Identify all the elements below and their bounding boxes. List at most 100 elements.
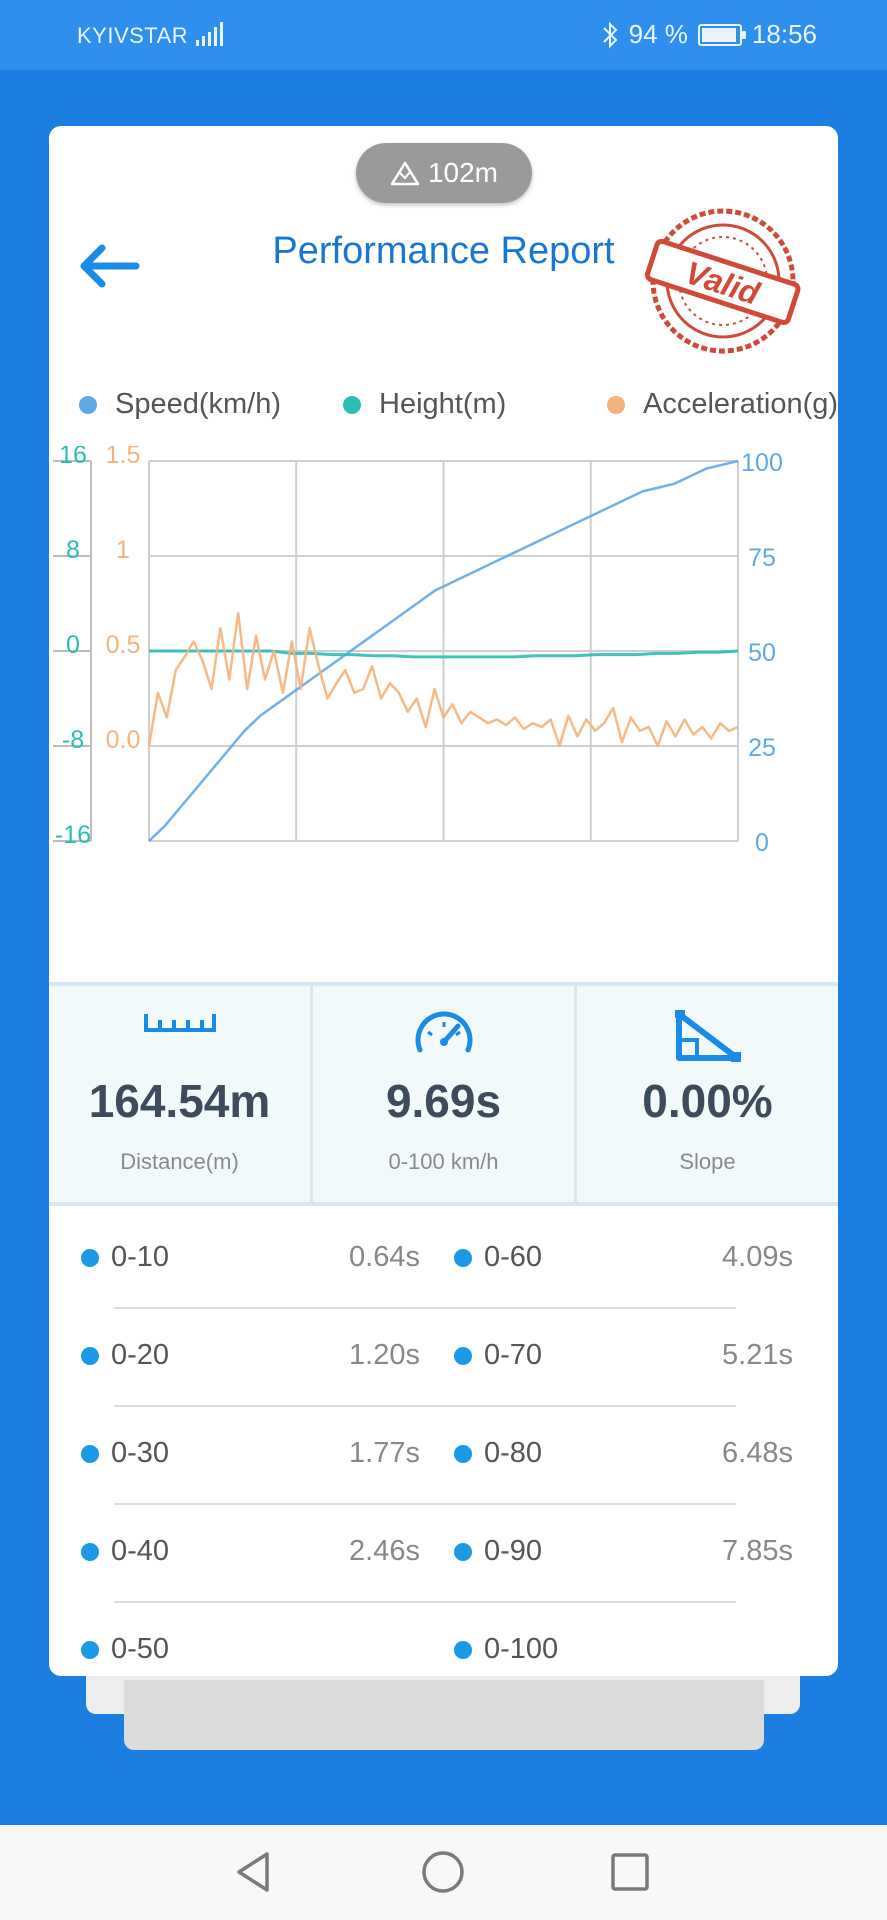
interval-label: 0-40 — [81, 1535, 169, 1568]
acceleration-tick-label: 0.5 — [106, 631, 141, 659]
height-tick-label: 0 — [66, 631, 80, 659]
carrier-name: KYIVSTAR — [77, 23, 189, 48]
interval-row: 0-20 1.20s 0-70 5.21s — [49, 1309, 838, 1407]
valid-stamp-icon: Valid — [644, 208, 801, 354]
legend-dot — [343, 395, 361, 414]
interval-range: 0-40 — [111, 1535, 170, 1567]
bullet-dot — [81, 1248, 99, 1267]
interval-range: 0-10 — [111, 1241, 170, 1273]
series-line-height — [149, 649, 739, 659]
back-triangle-icon — [237, 1852, 269, 1892]
legend-height[interactable]: Height(m) — [343, 388, 506, 421]
interval-time: 5.21s — [722, 1339, 793, 1371]
stat-value: 164.54m — [88, 1075, 271, 1127]
bullet-dot — [81, 1444, 99, 1463]
height-tick-label: 8 — [66, 536, 80, 564]
legend-label: Height(m) — [379, 388, 507, 420]
interval-label: 0-50 — [81, 1633, 169, 1666]
stacked-card-shadow-2 — [124, 1680, 764, 1750]
bullet-dot — [454, 1248, 472, 1267]
bullet-dot — [454, 1542, 472, 1561]
speed-tick-label: 100 — [741, 449, 783, 477]
interval-label: 0-20 — [81, 1339, 169, 1372]
interval-time: 4.09s — [722, 1241, 793, 1273]
speed-tick-label: 25 — [748, 734, 776, 762]
acceleration-tick-label: 0.0 — [106, 726, 141, 754]
slope-icon — [674, 1010, 741, 1062]
status-right: 94 % 18:56 — [601, 19, 817, 50]
interval-time: 6.48s — [722, 1437, 793, 1469]
interval-range: 0-20 — [111, 1339, 170, 1371]
stats-panel: 164.54m Distance(m) 9.69s 0-100 km/h — [49, 982, 838, 1206]
interval-range: 0-60 — [484, 1241, 543, 1273]
home-circle-icon — [422, 1851, 464, 1893]
legend-acceleration[interactable]: Acceleration(g) — [607, 388, 838, 421]
series-line-speed — [148, 459, 739, 842]
interval-row: 0-30 1.77s 0-80 6.48s — [49, 1407, 838, 1505]
bullet-dot — [81, 1346, 99, 1365]
stat-distance: 164.54m Distance(m) — [49, 986, 313, 1202]
interval-range: 0-90 — [484, 1535, 543, 1567]
bluetooth-icon — [602, 21, 618, 48]
performance-chart: 16 8 0 -8 -16 1.5 1 0.5 0.0 100 75 50 25 0 — [53, 446, 783, 857]
stat-zero-to-hundred: 9.69s 0-100 km/h — [313, 986, 577, 1202]
row-divider — [114, 1405, 736, 1407]
height-tick-label: -8 — [62, 726, 84, 754]
series-line-acceleration — [147, 611, 739, 748]
bullet-dot — [81, 1542, 99, 1561]
nav-recent-button[interactable] — [605, 1847, 655, 1897]
interval-label: 0-80 — [454, 1437, 542, 1470]
legend-dot — [607, 395, 625, 414]
interval-time: 2.46s — [349, 1535, 420, 1567]
speed-tick-label: 75 — [748, 544, 776, 572]
status-bar: KYIVSTAR 94 % 18:56 — [0, 0, 887, 70]
interval-range: 0-100 — [484, 1633, 559, 1665]
interval-range: 0-70 — [484, 1339, 543, 1371]
speedometer-icon — [415, 1011, 472, 1053]
nav-back-button[interactable] — [228, 1847, 278, 1897]
legend-label: Speed(km/h) — [115, 388, 282, 420]
acceleration-tick-label: 1 — [116, 536, 130, 564]
interval-label: 0-90 — [454, 1535, 542, 1568]
interval-range: 0-30 — [111, 1437, 170, 1469]
ruler-icon — [143, 1014, 216, 1032]
battery-icon — [697, 23, 746, 46]
interval-time: 7.85s — [722, 1535, 793, 1567]
interval-range: 0-80 — [484, 1437, 543, 1469]
interval-list: 0-10 0.64s 0-60 4.09s 0-20 1.20s 0-70 5.… — [49, 1211, 838, 1676]
page-title: Performance Report — [272, 230, 615, 272]
acceleration-tick-label: 1.5 — [106, 446, 141, 469]
legend-speed[interactable]: Speed(km/h) — [79, 388, 281, 421]
recent-square-icon — [611, 1853, 649, 1891]
height-tick-label: 16 — [59, 446, 87, 469]
chart-legend: Speed(km/h) Height(m) Acceleration(g) — [79, 388, 838, 428]
stat-value: 0.00% — [642, 1075, 773, 1127]
interval-label: 0-100 — [454, 1633, 558, 1666]
bullet-dot — [454, 1346, 472, 1365]
bullet-dot — [454, 1640, 472, 1659]
interval-label: 0-10 — [81, 1241, 169, 1274]
altitude-badge: 102m — [356, 143, 532, 203]
performance-card: 102m Performance Report Valid Speed(km/h… — [49, 126, 838, 1676]
arrow-left-icon — [80, 244, 140, 288]
battery-percent: 94 % — [628, 19, 688, 49]
height-tick-label: -16 — [55, 821, 91, 849]
back-button[interactable] — [69, 226, 149, 306]
nav-home-button[interactable] — [418, 1847, 468, 1897]
legend-label: Acceleration(g) — [643, 388, 838, 420]
interval-row: 0-50 0-100 — [49, 1603, 838, 1676]
stat-label: Slope — [679, 1149, 736, 1174]
system-nav-bar — [0, 1825, 887, 1920]
interval-range: 0-50 — [111, 1633, 170, 1665]
interval-time: 1.77s — [349, 1437, 420, 1469]
signal-icon — [196, 22, 223, 46]
legend-dot — [79, 395, 97, 414]
interval-label: 0-30 — [81, 1437, 169, 1470]
interval-time: 0.64s — [349, 1241, 420, 1273]
clock: 18:56 — [751, 19, 817, 49]
bullet-dot — [81, 1640, 99, 1659]
altitude-value: 102m — [427, 157, 499, 188]
row-divider — [114, 1601, 736, 1603]
speed-tick-label: 0 — [755, 829, 769, 857]
mountain-icon — [390, 161, 420, 186]
